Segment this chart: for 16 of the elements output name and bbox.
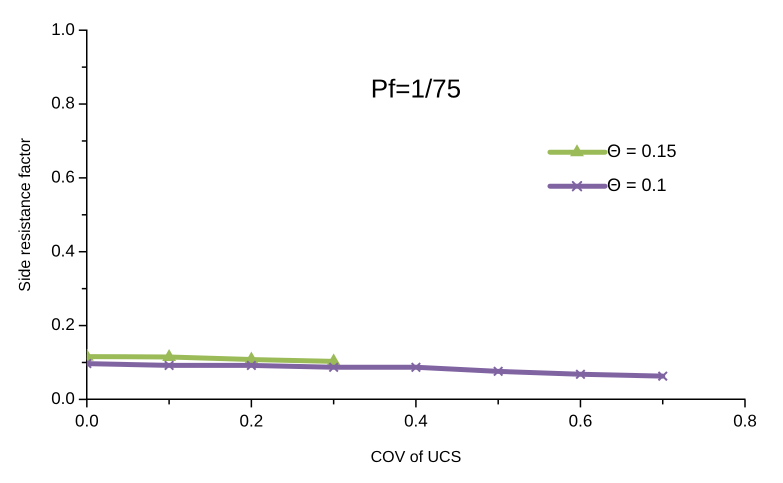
x-axis-title: COV of UCS (370, 448, 462, 466)
x-tick-label: 0.4 (404, 411, 428, 430)
y-tick-label: 0.6 (51, 168, 75, 187)
y-tick-label: 0.2 (51, 315, 75, 334)
y-tick-label: 0.8 (51, 94, 75, 113)
y-axis-title: Side resistance factor (17, 137, 34, 292)
annotation: Pf=1/75 (370, 73, 462, 104)
x-tick-label: 0.0 (75, 411, 99, 430)
x-tick-label: 0.2 (240, 411, 264, 430)
y-tick-label: 0.0 (51, 389, 75, 408)
legend-label: Θ = 0.1 (607, 175, 667, 196)
y-tick-label: 0.4 (51, 241, 75, 260)
y-tick-label: 1.0 (51, 20, 75, 39)
x-tick-label: 0.8 (733, 411, 757, 430)
x-tick-label: 0.6 (568, 411, 592, 430)
legend-label: Θ = 0.15 (607, 141, 677, 162)
